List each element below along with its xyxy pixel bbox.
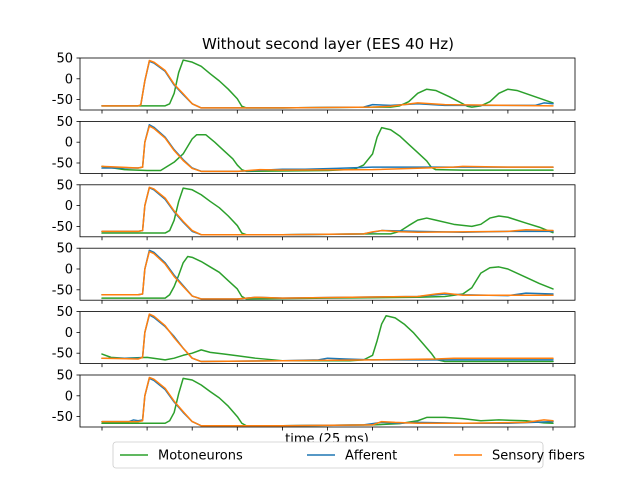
y-tick-label: -50	[52, 283, 73, 298]
y-tick-label: -50	[52, 347, 73, 362]
panel-1-lines	[101, 59, 554, 109]
y-tick-label: 0	[65, 263, 73, 278]
panel-1: 50 0 -50	[52, 52, 576, 114]
panel-2: 50 0 -50	[52, 115, 576, 177]
y-tick-label: 50	[56, 178, 73, 193]
series-motoneurons-line	[101, 126, 554, 173]
series-afferent-line	[101, 314, 554, 363]
panels-group: 50 0 -50 50 0 -50 50 0 -50 50 0 -50 50 0 -50 50 0 -50	[52, 52, 576, 431]
legend-label: Sensory fibers	[492, 449, 585, 464]
series-afferent-line	[101, 249, 554, 300]
y-tick-label: 50	[56, 242, 73, 257]
y-tick-label: 50	[56, 115, 73, 130]
panel-frame	[79, 374, 576, 428]
panel-frame	[79, 184, 576, 238]
panel-5: 50 0 -50	[52, 305, 576, 368]
series-afferent-line	[101, 186, 554, 236]
y-tick-label: -50	[52, 157, 73, 172]
y-tick-label: 0	[65, 136, 73, 151]
y-tick-label: -50	[52, 220, 73, 235]
y-tick-label: 50	[56, 305, 73, 320]
legend-label: Motoneurons	[158, 449, 243, 464]
y-tick-label: 0	[65, 72, 73, 87]
series-motoneurons-line	[101, 377, 554, 427]
legend-item-afferent: Afferent	[307, 449, 397, 464]
series-afferent-line	[101, 60, 554, 109]
legend: Motoneurons Afferent Sensory fibers	[112, 441, 585, 469]
panel-2-lines	[101, 123, 554, 173]
panel-5-lines	[101, 313, 554, 363]
panel-frame	[79, 57, 576, 111]
panel-frame	[79, 247, 576, 301]
series-sensory-fibers-line	[101, 186, 554, 236]
series-motoneurons-line	[101, 315, 554, 363]
panel-4: 50 0 -50	[52, 242, 576, 304]
series-afferent-line	[101, 377, 554, 427]
chart-title: Without second layer (EES 40 Hz)	[202, 35, 454, 53]
panel-frame	[79, 311, 576, 365]
legend-item-sensory-fibers: Sensory fibers	[454, 449, 585, 464]
series-sensory-fibers-line	[101, 313, 554, 363]
series-motoneurons-line	[101, 59, 554, 109]
panel-6-lines	[101, 376, 554, 427]
series-motoneurons-line	[101, 187, 554, 236]
series-sensory-fibers-line	[101, 59, 554, 109]
panel-4-lines	[101, 249, 554, 300]
y-tick-label: 0	[65, 389, 73, 404]
panel-3-lines	[101, 186, 554, 236]
y-tick-label: -50	[52, 410, 73, 425]
series-sensory-fibers-line	[101, 125, 554, 173]
y-tick-label: -50	[52, 93, 73, 108]
series-motoneurons-line	[101, 255, 554, 300]
y-tick-label: 0	[65, 199, 73, 214]
series-sensory-fibers-line	[101, 250, 554, 300]
y-tick-label: 0	[65, 326, 73, 341]
y-tick-label: 50	[56, 52, 73, 67]
legend-label: Afferent	[345, 449, 397, 464]
panel-6: 50 0 -50	[52, 369, 576, 431]
legend-item-motoneurons: Motoneurons	[120, 449, 243, 464]
y-tick-label: 50	[56, 369, 73, 384]
panel-3: 50 0 -50	[52, 178, 576, 241]
series-sensory-fibers-line	[101, 376, 554, 427]
